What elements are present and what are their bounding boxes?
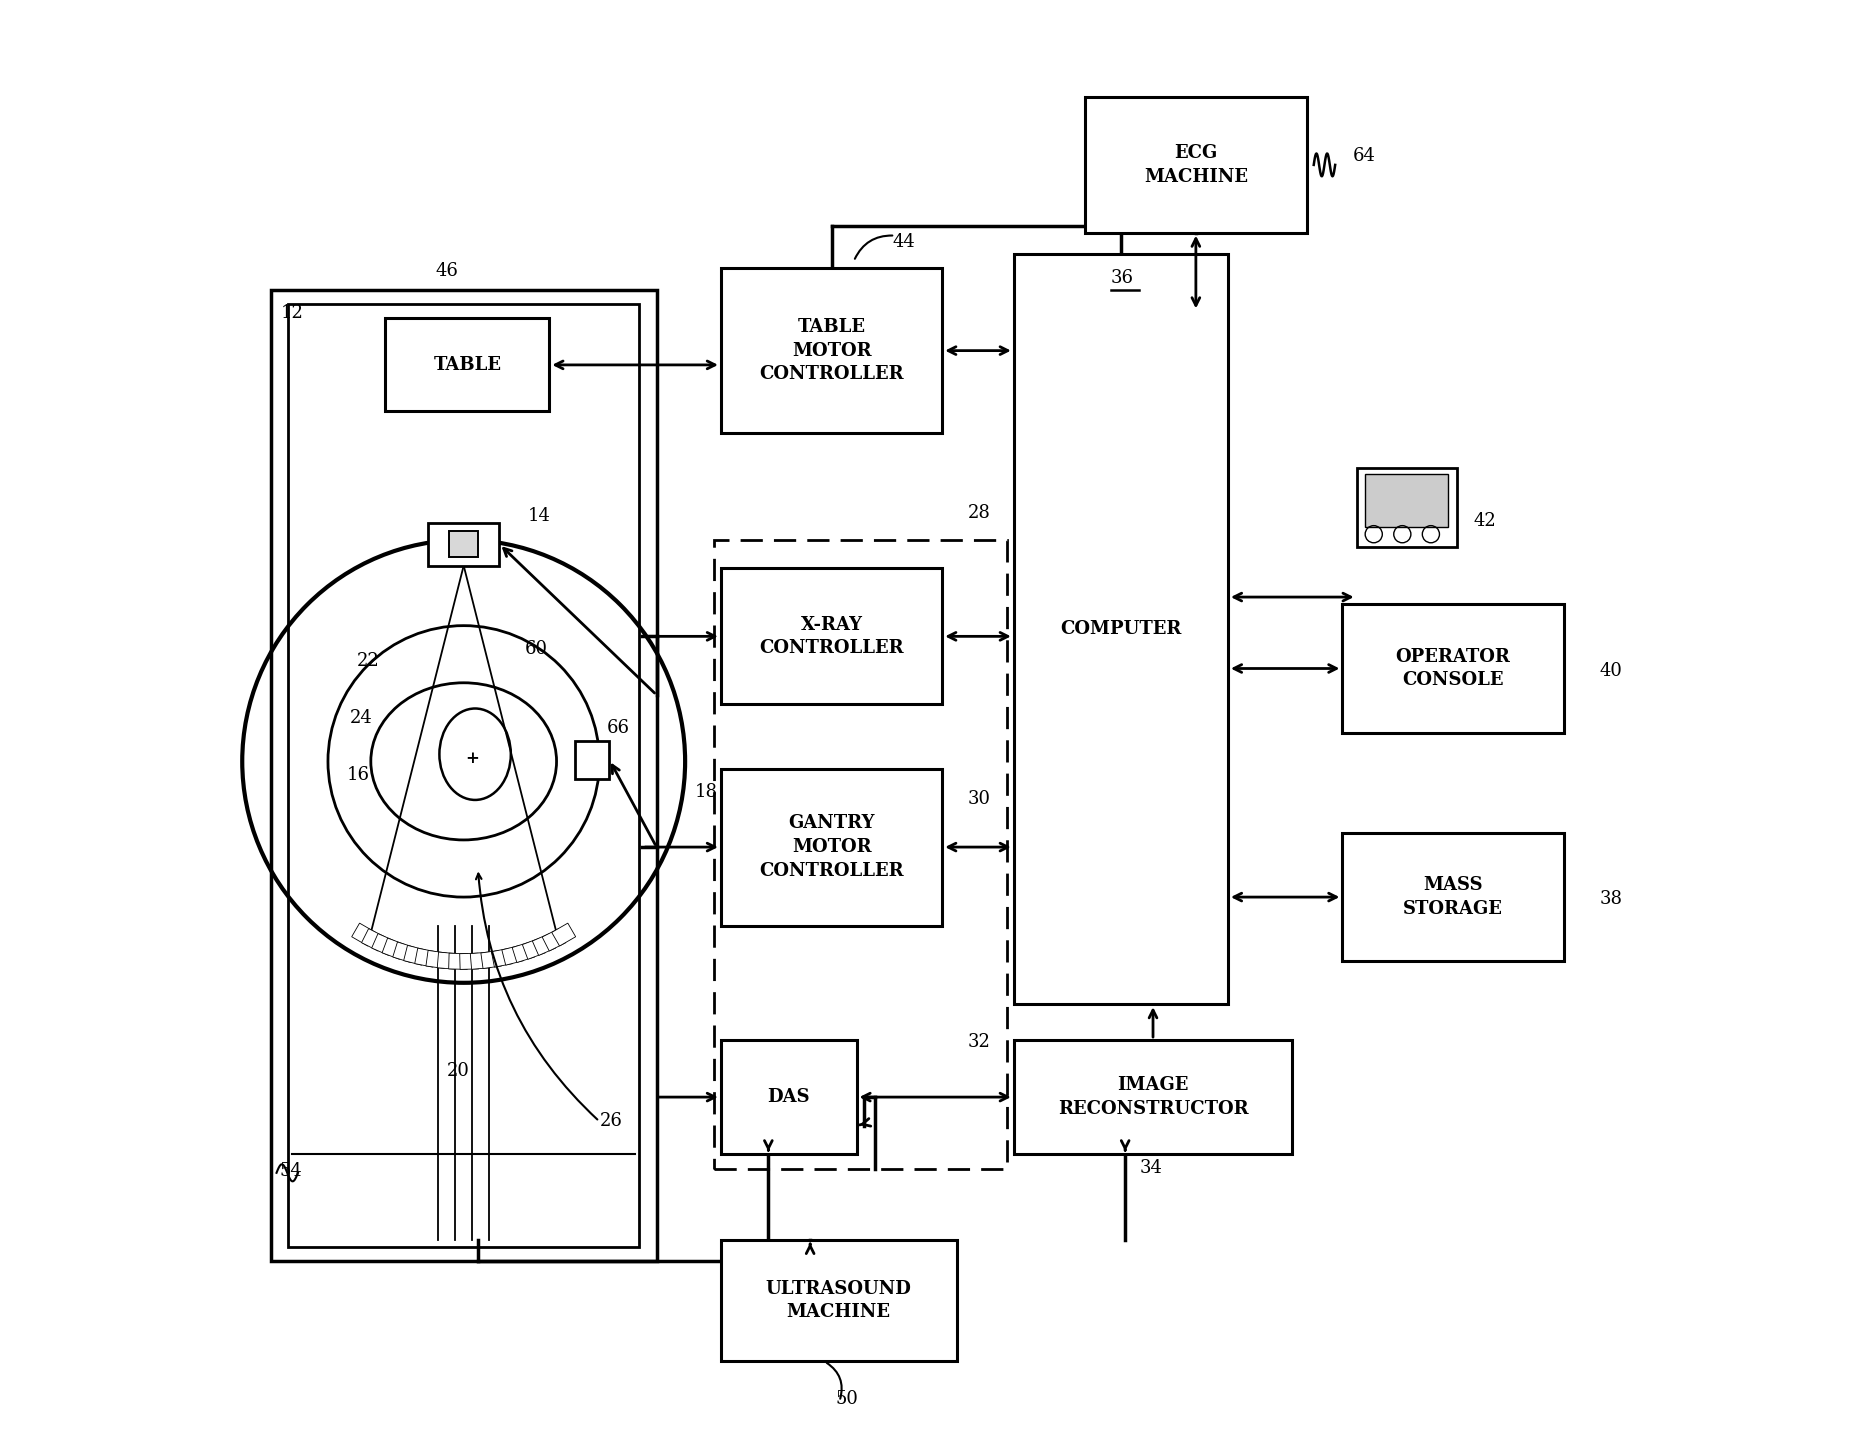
Bar bbox=[492, 948, 512, 967]
Bar bbox=[1365, 474, 1447, 527]
Text: 40: 40 bbox=[1599, 661, 1621, 680]
Bar bbox=[288, 305, 640, 1247]
Text: 54: 54 bbox=[280, 1161, 302, 1180]
Bar bbox=[384, 319, 549, 411]
Bar bbox=[460, 953, 479, 970]
Bar bbox=[720, 1040, 857, 1154]
Bar bbox=[382, 938, 404, 960]
Bar bbox=[542, 928, 566, 951]
Text: 28: 28 bbox=[968, 504, 991, 523]
Text: MASS
STORAGE: MASS STORAGE bbox=[1402, 877, 1503, 918]
Text: 60: 60 bbox=[525, 641, 547, 658]
Text: 44: 44 bbox=[892, 233, 915, 251]
Text: 14: 14 bbox=[527, 507, 551, 526]
Bar bbox=[551, 923, 575, 946]
Text: ECG
MACHINE: ECG MACHINE bbox=[1143, 144, 1247, 185]
Text: DAS: DAS bbox=[766, 1088, 809, 1106]
Bar bbox=[720, 1240, 955, 1361]
Bar bbox=[449, 532, 479, 558]
Text: 20: 20 bbox=[447, 1062, 469, 1079]
Text: 42: 42 bbox=[1473, 512, 1495, 530]
Bar bbox=[1013, 1040, 1291, 1154]
Text: GANTRY
MOTOR
CONTROLLER: GANTRY MOTOR CONTROLLER bbox=[759, 815, 903, 879]
Bar bbox=[521, 938, 545, 960]
Bar bbox=[1013, 254, 1228, 1004]
Text: 46: 46 bbox=[434, 262, 458, 280]
Text: 66: 66 bbox=[607, 718, 629, 737]
Bar bbox=[1341, 833, 1564, 961]
Bar bbox=[714, 540, 1005, 1168]
Bar bbox=[425, 950, 447, 969]
Bar bbox=[1356, 468, 1456, 547]
Text: 12: 12 bbox=[280, 305, 304, 322]
Text: 26: 26 bbox=[599, 1112, 621, 1129]
Text: 24: 24 bbox=[349, 708, 373, 727]
Text: X-RAY
CONTROLLER: X-RAY CONTROLLER bbox=[759, 615, 903, 657]
Bar bbox=[501, 946, 523, 966]
Bar bbox=[469, 953, 490, 970]
Text: 32: 32 bbox=[968, 1033, 991, 1050]
Bar bbox=[480, 950, 501, 969]
Bar bbox=[1085, 98, 1306, 233]
Bar bbox=[1341, 604, 1564, 733]
Text: 22: 22 bbox=[356, 651, 378, 670]
Text: ULTRASOUND
MACHINE: ULTRASOUND MACHINE bbox=[766, 1280, 911, 1322]
Text: 34: 34 bbox=[1139, 1158, 1161, 1177]
Bar bbox=[429, 523, 499, 566]
Text: TABLE: TABLE bbox=[432, 356, 501, 374]
Bar bbox=[720, 269, 942, 433]
Bar bbox=[403, 946, 425, 966]
Text: 64: 64 bbox=[1352, 148, 1375, 165]
Bar bbox=[438, 953, 456, 970]
Bar bbox=[371, 934, 395, 956]
Text: 38: 38 bbox=[1599, 891, 1621, 908]
Bar bbox=[414, 948, 436, 967]
Text: IMAGE
RECONSTRUCTOR: IMAGE RECONSTRUCTOR bbox=[1057, 1076, 1248, 1118]
Bar bbox=[532, 934, 555, 956]
Text: TABLE
MOTOR
CONTROLLER: TABLE MOTOR CONTROLLER bbox=[759, 318, 903, 384]
Bar bbox=[720, 769, 942, 925]
Bar bbox=[393, 943, 416, 963]
Text: 36: 36 bbox=[1111, 269, 1133, 287]
Bar bbox=[512, 943, 534, 963]
Bar bbox=[720, 569, 942, 704]
Text: +: + bbox=[466, 750, 479, 767]
Bar bbox=[449, 953, 467, 970]
Bar bbox=[362, 928, 386, 951]
Bar bbox=[271, 290, 657, 1262]
Text: 16: 16 bbox=[347, 766, 369, 785]
Text: OPERATOR
CONSOLE: OPERATOR CONSOLE bbox=[1395, 648, 1510, 690]
Text: COMPUTER: COMPUTER bbox=[1059, 621, 1182, 638]
Bar bbox=[575, 741, 608, 779]
Text: 30: 30 bbox=[968, 790, 991, 808]
Bar bbox=[351, 923, 375, 946]
Text: 50: 50 bbox=[835, 1390, 857, 1408]
Text: 18: 18 bbox=[696, 783, 718, 800]
